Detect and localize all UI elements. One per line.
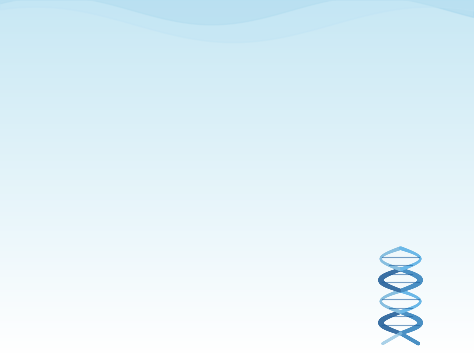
- Text: Guanylate
(GMP): Guanylate (GMP): [254, 282, 301, 302]
- Text: 6-thioguanine.: 6-thioguanine.: [70, 86, 212, 105]
- Text: Mercaptopurine
Thioguanine: Mercaptopurine Thioguanine: [174, 247, 252, 268]
- Circle shape: [280, 245, 295, 256]
- Text: MOA of 6-mercaptopurine and: MOA of 6-mercaptopurine and: [70, 51, 365, 70]
- Text: −: −: [283, 207, 292, 217]
- Text: −: −: [158, 200, 167, 210]
- FancyBboxPatch shape: [223, 221, 281, 242]
- Text: Adenylosuccinate: Adenylosuccinate: [146, 166, 226, 175]
- Text: Mercaptopurine: Mercaptopurine: [179, 200, 256, 210]
- Circle shape: [280, 207, 295, 218]
- FancyBboxPatch shape: [185, 195, 251, 215]
- FancyBboxPatch shape: [72, 148, 399, 315]
- Text: Xanthylate
(XMP): Xanthylate (XMP): [161, 282, 210, 302]
- Circle shape: [155, 200, 170, 211]
- Text: −: −: [158, 252, 167, 262]
- Text: Adenylate
(AMP): Adenylate (AMP): [258, 161, 304, 180]
- Text: DNA: DNA: [344, 227, 364, 236]
- Text: Hydroxyurea: Hydroxyurea: [221, 226, 283, 236]
- FancyBboxPatch shape: [180, 246, 246, 269]
- Text: Inosinate
(IMP): Inosinate (IMP): [91, 222, 132, 241]
- Circle shape: [155, 252, 170, 263]
- Text: −: −: [283, 245, 292, 255]
